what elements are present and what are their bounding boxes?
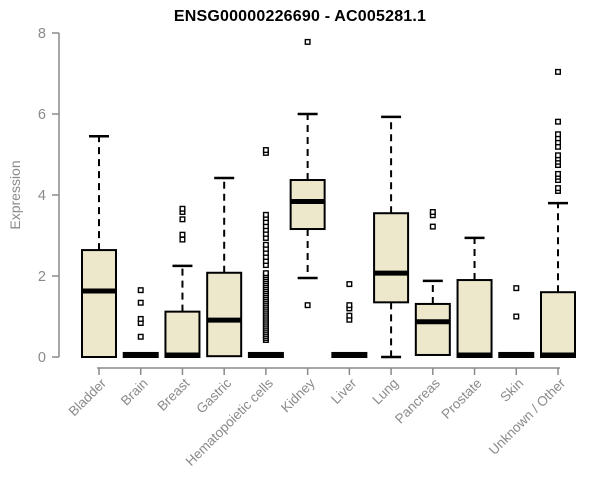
outlier-point-unknown-other xyxy=(555,131,562,138)
outlier-point-breast xyxy=(179,216,186,223)
outlier-point-pancreas xyxy=(429,209,436,216)
outlier-point-brain xyxy=(137,287,144,294)
box-lung xyxy=(373,212,410,304)
x-tick-label-liver: Liver xyxy=(328,375,360,407)
outlier-point-hematopoietic-cells xyxy=(262,270,269,277)
outlier-point-pancreas xyxy=(429,223,436,230)
y-tick-label: 6 xyxy=(38,107,46,123)
box-breast xyxy=(164,310,201,359)
x-tick-label-lung: Lung xyxy=(369,376,401,408)
chart-title: ENSG00000226690 - AC005281.1 xyxy=(173,8,427,25)
box-gastric xyxy=(206,271,243,358)
y-tick-label: 0 xyxy=(38,350,46,366)
y-tick-label: 2 xyxy=(38,269,46,285)
outlier-point-hematopoietic-cells xyxy=(262,211,269,218)
x-tick-label-breast: Breast xyxy=(154,375,192,413)
outlier-point-liver xyxy=(346,312,353,319)
y-tick-label: 8 xyxy=(38,26,46,42)
outlier-point-brain xyxy=(137,299,144,306)
x-tick-label-brain: Brain xyxy=(118,376,151,409)
outlier-point-brain xyxy=(137,333,144,340)
y-tick-label: 4 xyxy=(38,188,46,204)
box-prostate xyxy=(456,279,493,358)
outlier-point-unknown-other xyxy=(555,185,562,192)
outlier-point-brain xyxy=(137,315,144,322)
outlier-point-kidney xyxy=(304,302,311,309)
outlier-point-kidney xyxy=(304,38,311,45)
outlier-point-breast xyxy=(179,236,186,243)
outlier-point-skin xyxy=(513,313,520,320)
x-tick-label-skin: Skin xyxy=(497,376,526,405)
outlier-point-hematopoietic-cells xyxy=(262,147,269,154)
outlier-point-skin xyxy=(513,285,520,292)
box-unknown-other xyxy=(540,291,576,359)
box-bladder xyxy=(81,249,117,358)
x-tick-label-bladder: Bladder xyxy=(66,375,110,419)
x-tick-label-unknown-other: Unknown / Other xyxy=(486,375,569,458)
box-kidney xyxy=(289,179,326,231)
outlier-point-liver xyxy=(346,302,353,309)
outlier-point-unknown-other xyxy=(555,68,562,75)
outlier-point-liver xyxy=(346,281,353,288)
x-tick-label-gastric: Gastric xyxy=(193,375,234,416)
outlier-point-unknown-other xyxy=(555,152,562,159)
outlier-point-unknown-other xyxy=(555,170,562,177)
box-pancreas xyxy=(414,302,451,356)
outlier-point-breast xyxy=(179,205,186,212)
outlier-point-breast xyxy=(179,231,186,238)
outlier-point-unknown-other xyxy=(555,118,562,125)
x-tick-label-kidney: Kidney xyxy=(278,375,318,415)
x-tick-label-prostate: Prostate xyxy=(439,376,485,422)
outlier-point-hematopoietic-cells xyxy=(262,241,269,248)
x-tick-label-pancreas: Pancreas xyxy=(392,375,443,426)
